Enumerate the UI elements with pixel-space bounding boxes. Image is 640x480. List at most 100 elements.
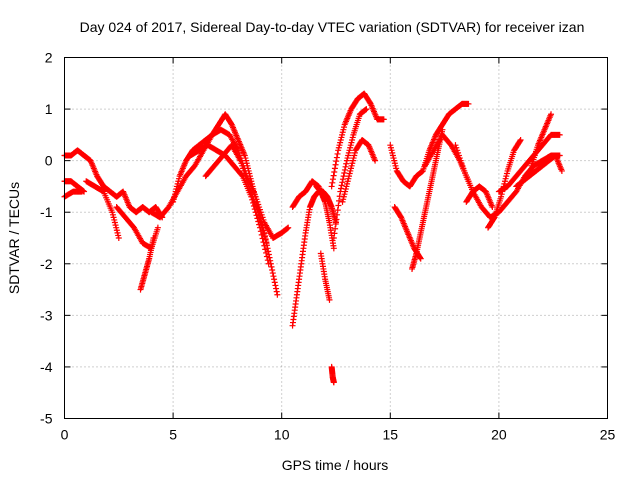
series-arc-18 [339, 137, 379, 205]
data-point [330, 245, 337, 252]
data-point [548, 111, 555, 118]
data-point [339, 176, 346, 183]
series-arc-12 [289, 178, 329, 211]
data-point [255, 212, 262, 219]
data-point [238, 172, 245, 179]
data-point [78, 188, 85, 195]
data-point [333, 216, 340, 223]
axis-ticks: 0 5 10 15 20 25 -5 -4 -3 -2 -1 0 1 2 [40, 50, 615, 443]
data-point [259, 224, 266, 231]
series-arc-03 [61, 188, 85, 200]
data-point [326, 296, 333, 303]
series-arc-27 [528, 111, 555, 169]
data-point [335, 202, 342, 209]
data-point [331, 165, 338, 172]
series-arc-04 [83, 178, 122, 241]
x-axis-title: GPS time / hours [282, 457, 389, 473]
data-point [331, 230, 338, 237]
series-arc-15 [328, 363, 337, 386]
x-tick-label: 0 [61, 427, 69, 443]
data-point [256, 215, 263, 222]
data-point [115, 235, 122, 241]
y-axis-title: SDTVAR / TECUs [6, 182, 22, 294]
data-point [333, 154, 340, 161]
x-tick-label: 20 [491, 427, 507, 443]
data-point [258, 221, 265, 228]
series-arc-13 [313, 183, 337, 252]
data-point [271, 279, 278, 286]
x-tick-label: 15 [383, 427, 399, 443]
data-point [270, 273, 277, 280]
data-point [490, 215, 497, 222]
series-arc-22 [422, 131, 472, 185]
series-arc-25 [485, 137, 524, 231]
data-marks [61, 90, 565, 386]
data-point [556, 131, 563, 138]
data-point [332, 225, 339, 232]
series-arc-11 [289, 188, 339, 329]
data-point [340, 173, 347, 180]
grid-lines [64, 57, 608, 419]
data-point [269, 270, 276, 277]
data-point [341, 170, 348, 177]
data-point [334, 207, 341, 214]
data-point [254, 209, 261, 216]
y-tick-label: -5 [40, 411, 53, 427]
data-point [342, 163, 349, 170]
series-arc-08 [170, 111, 281, 298]
data-point [265, 260, 272, 267]
data-point [334, 150, 341, 157]
data-point [334, 211, 341, 218]
y-tick-label: -2 [40, 256, 53, 272]
y-tick-label: 1 [45, 101, 53, 117]
data-point [558, 167, 565, 174]
data-point [328, 183, 335, 190]
plot-frame [64, 57, 608, 419]
x-tick-label: 10 [274, 427, 290, 443]
data-point [154, 224, 161, 231]
series-arc-10 [202, 142, 270, 247]
data-point [336, 197, 343, 204]
data-point [372, 157, 379, 164]
data-point [439, 126, 446, 133]
data-point [343, 160, 350, 167]
data-point [260, 230, 267, 237]
data-point [329, 179, 336, 186]
x-tick-label: 25 [600, 427, 616, 443]
data-point [331, 168, 338, 175]
data-point [273, 288, 280, 295]
y-tick-label: 2 [45, 50, 53, 66]
data-point [332, 221, 339, 228]
data-point [285, 224, 292, 231]
y-tick-label: -1 [40, 204, 53, 220]
series-arc-19 [387, 100, 472, 190]
data-point [262, 237, 269, 244]
data-point [465, 100, 472, 107]
series-arc-02 [61, 178, 88, 195]
data-point [257, 218, 264, 225]
data-point [268, 263, 275, 270]
series-arc-06 [137, 235, 157, 293]
data-point [263, 240, 270, 247]
data-point [517, 137, 524, 144]
data-point [269, 266, 276, 273]
series-arc-17 [330, 106, 370, 241]
data-point [271, 276, 278, 283]
series-arc-14 [317, 250, 333, 303]
data-point [363, 106, 370, 113]
data-point [338, 182, 345, 189]
data-point [332, 161, 339, 168]
data-point [330, 172, 337, 179]
series-arc-16 [328, 90, 387, 190]
series-arc-21 [409, 126, 446, 272]
data-point [263, 253, 270, 260]
data-point [150, 235, 157, 241]
data-point [273, 285, 280, 292]
data-point [417, 255, 424, 262]
data-point [333, 158, 340, 165]
chart-title: Day 024 of 2017, Sidereal Day-to-day VTE… [80, 19, 585, 35]
data-point [260, 227, 267, 234]
series-arc-07 [148, 126, 292, 241]
data-point [272, 282, 279, 289]
